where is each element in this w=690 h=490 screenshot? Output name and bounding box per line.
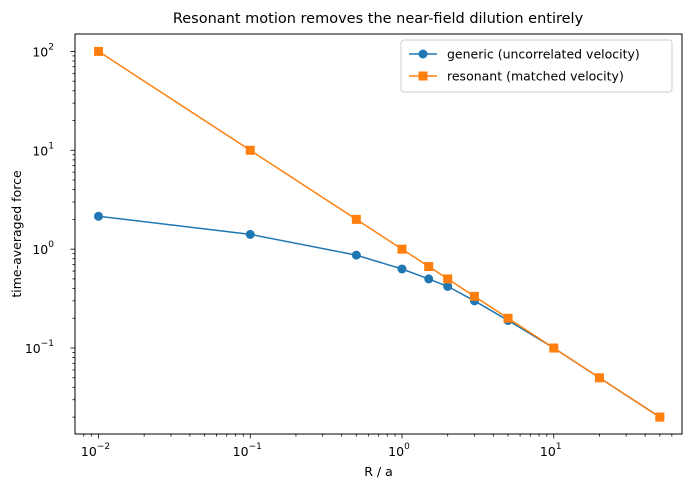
data-point [351,250,361,260]
x-tick-label: 10−2 [81,442,110,459]
chart-title: Resonant motion removes the near-field d… [173,11,584,27]
data-point [503,313,513,323]
x-axis-label: R / a [364,464,393,479]
y-tick-exponent: 0 [48,240,54,250]
series-1 [94,211,665,422]
series-line [98,50,661,418]
y-axis-label: time-averaged force [9,170,24,298]
x-tick-exponent: −2 [97,442,110,452]
y-tick-exponent: 2 [48,42,54,52]
data-point [424,262,434,272]
data-point [94,46,104,56]
legend-marker [418,71,428,81]
legend-entry-2: resonant (matched velocity) [409,69,624,84]
data-point [397,264,407,274]
y-tick-exponent: 1 [48,141,54,151]
data-point [549,343,559,353]
data-point [594,373,604,383]
data-point [245,145,255,155]
legend-marker [418,49,428,59]
data-point [443,281,453,291]
x-tick-exponent: −1 [249,442,262,452]
y-tick-label: 10−1 [25,339,54,356]
series-2 [94,46,665,422]
series-layer [94,46,665,422]
y-tick-label: 101 [32,141,54,158]
data-point [655,412,665,422]
legend-label: generic (uncorrelated velocity) [447,47,640,62]
plot-frame [74,33,683,435]
x-tick-exponent: 1 [556,442,562,452]
series-line [98,215,661,418]
x-tick-label: 10−1 [233,442,262,459]
data-point [397,244,407,254]
x-tick-label: 101 [540,442,562,459]
data-point [351,214,361,224]
data-point [443,274,453,284]
y-tick-label: 102 [32,42,54,59]
legend-box [400,39,673,93]
legend-label: resonant (matched velocity) [447,69,624,84]
x-tick-exponent: 0 [404,442,410,452]
x-tick-label: 100 [388,442,410,459]
data-point [424,274,434,284]
data-point [469,291,479,301]
legend-entry-1: generic (uncorrelated velocity) [409,47,640,62]
data-point [94,211,104,221]
y-tick-exponent: −1 [41,339,54,349]
y-tick-label: 100 [32,240,54,257]
legend: generic (uncorrelated velocity) resonant … [400,39,673,93]
data-point [245,229,255,239]
